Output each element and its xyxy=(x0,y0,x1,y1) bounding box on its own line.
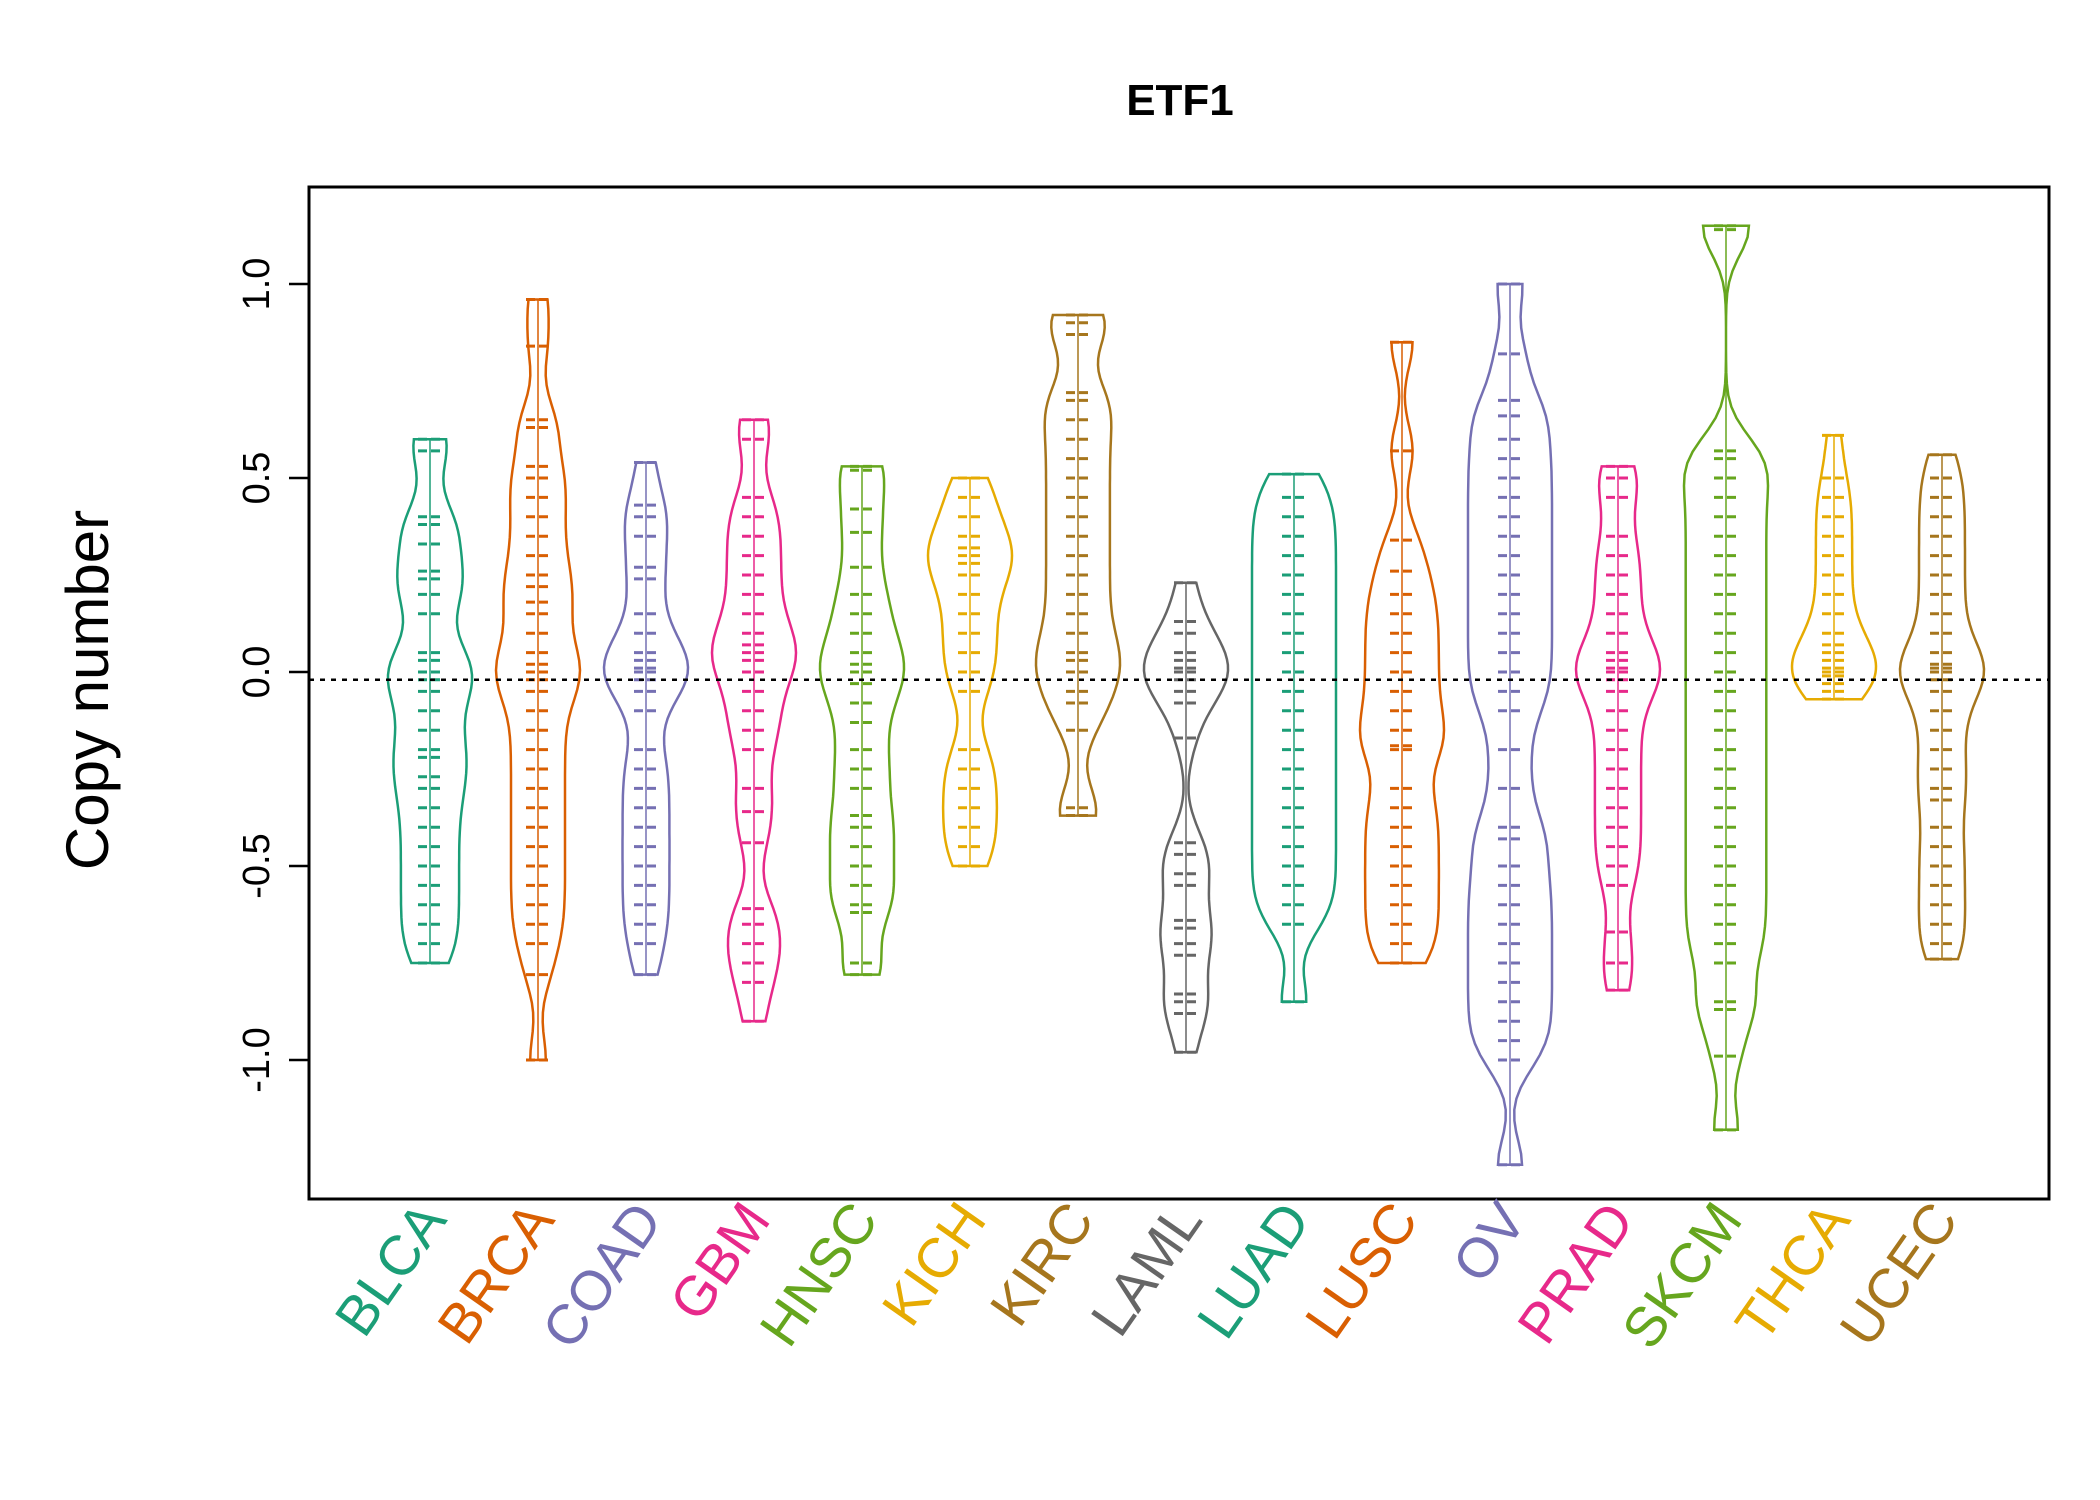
y-axis-label: Copy number xyxy=(54,510,121,870)
bean-brca xyxy=(494,298,582,1062)
bean-outline xyxy=(1682,224,1770,1132)
bean-outline xyxy=(1574,465,1662,992)
bean-blca xyxy=(386,437,474,965)
bean-ucec xyxy=(1898,453,1986,961)
bean-lusc xyxy=(1358,340,1446,965)
bean-gbm xyxy=(710,418,798,1023)
y-tick-label: 1.0 xyxy=(236,258,278,311)
bean-outline xyxy=(1250,472,1338,1004)
bean-thca xyxy=(1790,433,1878,701)
y-tick-label: -0.5 xyxy=(236,833,278,898)
chart-title: ETF1 xyxy=(1126,76,1234,125)
bean-kich xyxy=(926,476,1014,868)
bean-outline xyxy=(1034,313,1122,817)
bean-ov xyxy=(1466,282,1554,1167)
bean-outline xyxy=(386,437,474,965)
bean-prad xyxy=(1574,464,1662,992)
bean-luad xyxy=(1250,472,1338,1004)
bean-outline xyxy=(1142,581,1230,1054)
y-tick-label: -1.0 xyxy=(236,1027,278,1092)
beans-group xyxy=(386,224,1986,1167)
bean-outline xyxy=(1898,453,1986,961)
bean-laml xyxy=(1142,581,1230,1054)
bean-outline xyxy=(818,465,906,976)
bean-outline xyxy=(1358,340,1446,965)
y-tick-label: 0.0 xyxy=(236,646,278,699)
bean-kirc xyxy=(1034,313,1122,818)
bean-outline xyxy=(710,418,798,1023)
bean-outline xyxy=(1466,282,1554,1167)
bean-hnsc xyxy=(818,464,906,977)
y-axis: -1.0 -0.5 0.0 0.5 1.0 xyxy=(236,258,311,1093)
bean-skcm xyxy=(1682,224,1770,1132)
y-tick-label: 0.5 xyxy=(236,452,278,505)
bean-outline xyxy=(926,476,1014,868)
